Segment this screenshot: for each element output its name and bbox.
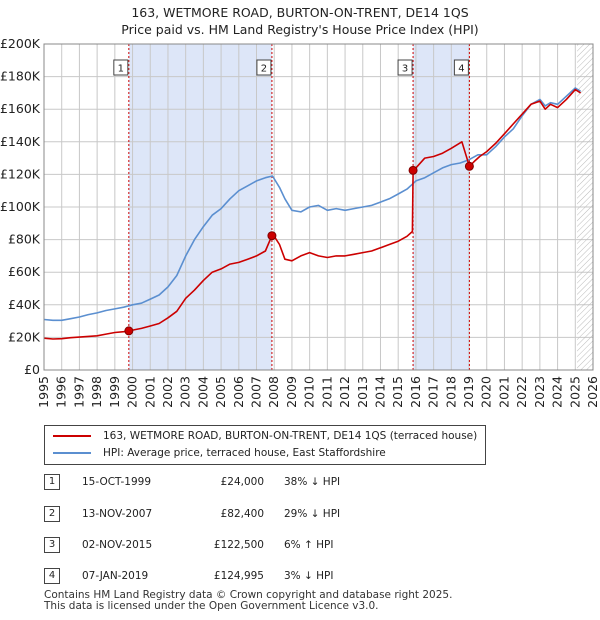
legend-label-hpi: HPI: Average price, terraced house, East…	[103, 447, 386, 459]
legend-swatch-hpi	[53, 452, 91, 454]
x-tick-label: 2005	[213, 376, 228, 408]
x-tick-label: 2016	[408, 376, 423, 408]
x-tick-label: 2006	[231, 376, 246, 408]
x-tick-label: 2023	[532, 376, 547, 408]
sale-price: £24,000	[220, 476, 264, 488]
sale-date: 02-NOV-2015	[82, 539, 153, 551]
sale-number-badge: 3	[44, 537, 60, 553]
sale-hpi-diff: 29% ↓ HPI	[284, 508, 341, 520]
x-tick-label: 2022	[514, 376, 529, 408]
y-tick-label: £0	[24, 362, 40, 377]
legend: 163, WETMORE ROAD, BURTON-ON-TRENT, DE14…	[44, 425, 486, 465]
x-tick-label: 2008	[266, 376, 281, 408]
plot-border	[43, 43, 594, 371]
x-tick-label: 2014	[372, 376, 387, 408]
sale-label-box	[397, 59, 413, 76]
x-tick-label: 2000	[125, 376, 140, 408]
sale-date: 15-OCT-1999	[82, 476, 151, 488]
chart-title: 163, WETMORE ROAD, BURTON-ON-TRENT, DE14…	[0, 4, 600, 38]
x-tick-label: 1996	[54, 376, 69, 408]
x-tick-label: 1999	[107, 376, 122, 408]
hpi-line	[43, 87, 582, 322]
x-tick-label: 2019	[461, 376, 476, 408]
x-tick-label: 2001	[142, 376, 157, 408]
x-tick-label: 1995	[36, 376, 51, 408]
sale-label-box	[113, 59, 129, 76]
x-tick-label: 2018	[443, 376, 458, 408]
sale-label-box	[256, 59, 272, 76]
x-tick-label: 2025	[567, 376, 582, 408]
chart-title-line2: Price paid vs. HM Land Registry's House …	[121, 22, 479, 37]
sale-date: 07-JAN-2019	[82, 570, 149, 582]
sale-label-text: 1	[118, 64, 124, 75]
sale-number-badge: 1	[44, 474, 60, 490]
x-tick-label: 2010	[302, 376, 317, 408]
sale-number-badge: 2	[44, 506, 60, 522]
sale-row: 4 07-JAN-2019 £124,995 3% ↓ HPI	[44, 566, 464, 586]
x-tick-label: 1997	[71, 376, 86, 408]
x-tick-label: 2002	[160, 376, 175, 408]
footer-attribution: Contains HM Land Registry data © Crown c…	[44, 590, 452, 612]
y-tick-label: £200K	[0, 36, 41, 51]
y-tick-label: £60K	[8, 264, 41, 279]
sale-label-text: 4	[458, 64, 464, 75]
sale-hpi-diff: 3% ↓ HPI	[284, 570, 334, 582]
x-tick-label: 2017	[426, 376, 441, 408]
sale-price: £82,400	[220, 508, 264, 520]
sale-point	[408, 165, 418, 175]
legend-item-price: 163, WETMORE ROAD, BURTON-ON-TRENT, DE14…	[53, 428, 477, 444]
x-tick-label: 2007	[249, 376, 264, 408]
sale-hpi-diff: 6% ↑ HPI	[284, 539, 334, 551]
x-tick-label: 2020	[479, 376, 494, 408]
price-paid-line	[43, 88, 582, 340]
y-tick-label: £20K	[8, 329, 41, 344]
x-tick-label: 2004	[195, 376, 210, 408]
sale-label-text: 3	[402, 64, 408, 75]
footer-line2: This data is licensed under the Open Gov…	[44, 600, 379, 612]
legend-item-hpi: HPI: Average price, terraced house, East…	[53, 445, 386, 461]
x-tick-label: 2021	[496, 376, 511, 408]
y-tick-label: £160K	[0, 101, 41, 116]
x-tick-label: 2013	[355, 376, 370, 408]
sale-price: £124,995	[213, 570, 264, 582]
legend-swatch-price	[53, 435, 91, 437]
sale-label-box	[453, 59, 469, 76]
sale-number-badge: 4	[44, 568, 60, 584]
chart-title-line1: 163, WETMORE ROAD, BURTON-ON-TRENT, DE14…	[131, 5, 469, 20]
y-tick-label: £180K	[0, 69, 41, 84]
y-tick-label: £80K	[8, 232, 41, 247]
sale-point	[267, 231, 277, 241]
x-tick-label: 2024	[550, 376, 565, 408]
x-tick-label: 2011	[319, 376, 334, 408]
sale-point	[124, 326, 134, 336]
sale-label-text: 2	[261, 64, 267, 75]
legend-label-price: 163, WETMORE ROAD, BURTON-ON-TRENT, DE14…	[103, 430, 478, 442]
price-chart: £0 £20K £40K £60K £80K £100K £120K £140K £160K £1…	[0, 36, 600, 408]
y-tick-label: £120K	[0, 166, 41, 181]
sale-price: £122,500	[213, 539, 264, 551]
x-tick-label: 2026	[585, 376, 600, 408]
y-tick-label: £100K	[0, 199, 41, 214]
x-tick-label: 1998	[89, 376, 104, 408]
sale-row: 3 02-NOV-2015 £122,500 6% ↑ HPI	[44, 535, 464, 555]
y-tick-label: £140K	[0, 134, 41, 149]
x-tick-label: 2003	[178, 376, 193, 408]
x-tick-label: 2015	[390, 376, 405, 408]
sale-date: 13-NOV-2007	[82, 508, 153, 520]
sale-hpi-diff: 38% ↓ HPI	[284, 476, 341, 488]
forecast-hatch	[577, 44, 593, 370]
x-tick-label: 2009	[284, 376, 299, 408]
sale-row: 1 15-OCT-1999 £24,000 38% ↓ HPI	[44, 472, 464, 492]
x-tick-label: 2012	[337, 376, 352, 408]
sale-row: 2 13-NOV-2007 £82,400 29% ↓ HPI	[44, 504, 464, 524]
footer-line1: Contains HM Land Registry data © Crown c…	[44, 589, 453, 601]
y-tick-label: £40K	[8, 297, 41, 312]
sale-point	[464, 161, 474, 171]
